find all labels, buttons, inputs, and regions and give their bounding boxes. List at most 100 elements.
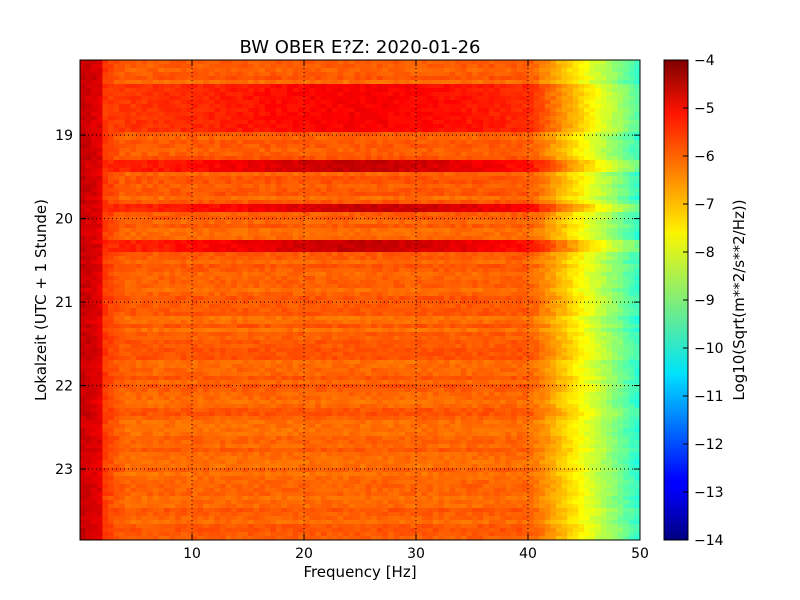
heatmap-cell — [102, 140, 109, 145]
heatmap-cell — [477, 180, 484, 185]
heatmap-cell — [623, 128, 630, 133]
heatmap-cell — [169, 180, 176, 185]
heatmap-cell — [287, 236, 294, 241]
heatmap-cell — [623, 232, 630, 237]
heatmap-cell — [231, 64, 238, 69]
heatmap-cell — [113, 240, 120, 245]
heatmap-cell — [522, 172, 529, 177]
heatmap-cell — [589, 208, 596, 213]
heatmap-cell — [264, 80, 271, 85]
heatmap-cell — [152, 156, 159, 161]
heatmap-cell — [119, 88, 126, 93]
heatmap-cell — [511, 136, 518, 141]
heatmap-cell — [220, 176, 227, 181]
heatmap-cell — [444, 152, 451, 157]
heatmap-cell — [460, 248, 467, 253]
heatmap-cell — [320, 104, 327, 109]
heatmap-cell — [449, 188, 456, 193]
heatmap-cell — [427, 192, 434, 197]
heatmap-cell — [225, 132, 232, 137]
heatmap-cell — [561, 168, 568, 173]
heatmap-cell — [421, 92, 428, 97]
heatmap-cell — [180, 196, 187, 201]
heatmap-cell — [472, 76, 479, 81]
heatmap-cell — [326, 256, 333, 261]
heatmap-cell — [466, 196, 473, 201]
heatmap-cell — [421, 252, 428, 257]
heatmap-cell — [169, 160, 176, 165]
heatmap-cell — [628, 64, 635, 69]
heatmap-cell — [281, 68, 288, 73]
heatmap-cell — [348, 180, 355, 185]
heatmap-cell — [320, 160, 327, 165]
heatmap-cell — [309, 132, 316, 137]
heatmap-cell — [124, 244, 131, 249]
heatmap-cell — [175, 216, 182, 221]
heatmap-cell — [354, 108, 361, 113]
heatmap-cell — [304, 192, 311, 197]
heatmap-cell — [617, 140, 624, 145]
heatmap-cell — [169, 184, 176, 189]
heatmap-cell — [511, 124, 518, 129]
heatmap-cell — [432, 224, 439, 229]
heatmap-cell — [494, 240, 501, 245]
heatmap-cell — [404, 252, 411, 257]
heatmap-cell — [91, 148, 98, 153]
heatmap-cell — [371, 76, 378, 81]
heatmap-cell — [427, 196, 434, 201]
heatmap-cell — [623, 84, 630, 89]
heatmap-cell — [360, 196, 367, 201]
heatmap-cell — [220, 84, 227, 89]
heatmap-cell — [124, 252, 131, 257]
heatmap-cell — [500, 176, 507, 181]
heatmap-cell — [141, 176, 148, 181]
heatmap-cell — [410, 240, 417, 245]
heatmap-cell — [253, 152, 260, 157]
heatmap-cell — [315, 200, 322, 205]
heatmap-cell — [595, 68, 602, 73]
heatmap-cell — [500, 168, 507, 173]
heatmap-cell — [253, 80, 260, 85]
heatmap-cell — [337, 132, 344, 137]
heatmap-cell — [584, 244, 591, 249]
heatmap-cell — [449, 232, 456, 237]
heatmap-cell — [108, 60, 115, 65]
heatmap-cell — [343, 132, 350, 137]
heatmap-cell — [124, 64, 131, 69]
heatmap-cell — [628, 84, 635, 89]
heatmap-cell — [628, 76, 635, 81]
heatmap-cell — [169, 88, 176, 93]
heatmap-cell — [292, 64, 299, 69]
heatmap-cell — [203, 152, 210, 157]
heatmap-cell — [85, 188, 92, 193]
heatmap-cell — [528, 120, 535, 125]
heatmap-cell — [281, 204, 288, 209]
heatmap-cell — [326, 64, 333, 69]
heatmap-cell — [623, 172, 630, 177]
heatmap-cell — [236, 220, 243, 225]
heatmap-cell — [158, 148, 165, 153]
heatmap-cell — [136, 100, 143, 105]
heatmap-cell — [214, 236, 221, 241]
heatmap-cell — [85, 224, 92, 229]
heatmap-cell — [404, 164, 411, 169]
heatmap-cell — [421, 188, 428, 193]
heatmap-cell — [270, 80, 277, 85]
heatmap-cell — [578, 176, 585, 181]
heatmap-cell — [561, 200, 568, 205]
heatmap-cell — [617, 200, 624, 205]
heatmap-cell — [309, 128, 316, 133]
heatmap-cell — [186, 84, 193, 89]
heatmap-cell — [119, 116, 126, 121]
heatmap-cell — [108, 92, 115, 97]
heatmap-cell — [600, 240, 607, 245]
heatmap-cell — [108, 136, 115, 141]
heatmap-cell — [556, 152, 563, 157]
heatmap-cell — [617, 164, 624, 169]
heatmap-cell — [298, 80, 305, 85]
heatmap-cell — [270, 124, 277, 129]
heatmap-cell — [494, 204, 501, 209]
heatmap-cell — [192, 124, 199, 129]
heatmap-cell — [595, 216, 602, 221]
heatmap-cell — [91, 84, 98, 89]
